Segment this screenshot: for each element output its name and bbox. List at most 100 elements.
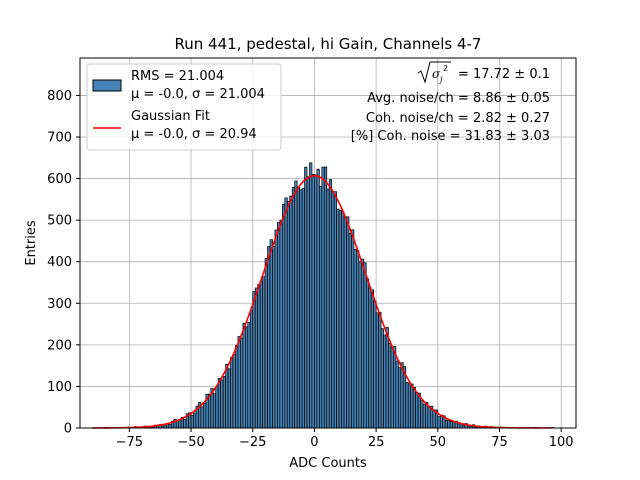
histogram-bar	[207, 393, 212, 429]
histogram-bar	[437, 416, 441, 429]
histogram-bar	[365, 278, 370, 429]
histogram-bar	[262, 276, 266, 429]
histogram-bar	[321, 166, 325, 429]
histogram-bar	[323, 166, 328, 429]
histogram-bar	[168, 424, 172, 429]
histogram-bar	[220, 379, 224, 429]
histogram-bar	[235, 345, 239, 429]
histogram-bar	[336, 208, 340, 429]
histogram-bar	[407, 383, 412, 429]
histogram-bar	[230, 357, 234, 429]
histogram-bar	[301, 188, 305, 429]
histogram-bar	[304, 166, 308, 429]
legend-histogram-label: RMS = 21.004	[131, 69, 224, 84]
histogram-bar	[373, 300, 377, 429]
histogram-bar	[326, 188, 330, 429]
histogram-bar	[375, 312, 379, 429]
histogram-bar	[390, 347, 394, 429]
legend-fit-sublabel: μ = -0.0, σ = 20.94	[131, 127, 257, 142]
svg-text:j: j	[438, 75, 443, 84]
histogram-bar	[338, 209, 342, 429]
histogram-bar	[286, 201, 291, 429]
histogram-bar	[242, 322, 246, 429]
histogram-bar	[259, 280, 263, 429]
histogram-bar	[272, 245, 276, 429]
histogram-bar	[267, 246, 271, 429]
y-tick-label: 600	[47, 172, 72, 187]
histogram-bar	[294, 180, 298, 429]
histogram-bar	[279, 219, 283, 429]
histogram-bar	[346, 216, 350, 429]
y-tick-label: 800	[47, 89, 72, 104]
histogram-bar	[249, 310, 254, 429]
histogram-bar	[212, 393, 217, 429]
y-tick-label: 300	[47, 297, 72, 312]
histogram-bar	[405, 381, 409, 429]
legend-histogram-swatch	[92, 79, 122, 92]
histogram-bar	[254, 287, 259, 429]
histogram-bar	[193, 412, 197, 429]
y-tick-label: 500	[47, 214, 72, 229]
histogram-bar	[422, 403, 426, 429]
histogram-bar	[388, 342, 392, 429]
y-tick-label: 100	[47, 380, 72, 395]
histogram-bar	[314, 174, 318, 429]
noise-annotations: σ j 2 = 17.72 ± 0.1 Avg. noise/ch = 8.86…	[351, 61, 550, 144]
histogram-bar	[444, 419, 449, 429]
histogram-bar	[417, 392, 421, 429]
histogram-bar	[447, 420, 451, 429]
histogram-bar	[368, 287, 372, 429]
annotation-coh-noise: Coh. noise/ch = 2.82 ± 0.27	[366, 111, 550, 126]
histogram-bar	[331, 191, 335, 429]
y-ticks: 0 100 200 300 400 500 600 700 800	[47, 89, 80, 437]
x-tick-label: −25	[239, 435, 266, 450]
histogram-bar	[397, 367, 402, 429]
x-tick-label: 75	[491, 435, 508, 450]
histogram-bar	[240, 337, 244, 429]
histogram-bar	[299, 189, 303, 429]
histogram-bar	[247, 321, 251, 429]
histogram-bar	[452, 421, 456, 429]
sqrt-sigma-j-squared-icon: σ j 2	[417, 61, 451, 84]
legend-fit-label: Gaussian Fit	[131, 109, 210, 124]
histogram-bar	[190, 414, 194, 429]
chart-title: Run 441, pedestal, hi Gain, Channels 4-7	[175, 35, 482, 53]
histogram-bar	[227, 368, 231, 429]
x-tick-label: 100	[549, 435, 574, 450]
histogram-bar	[306, 176, 310, 429]
histogram-bar	[289, 195, 293, 429]
histogram-bar	[410, 383, 414, 429]
histogram-bar	[412, 387, 416, 429]
histogram-bar	[284, 197, 288, 429]
x-axis-label: ADC Counts	[289, 456, 367, 471]
histogram-bar	[274, 229, 278, 429]
histogram-bar	[333, 191, 337, 429]
histogram-bar	[370, 289, 375, 429]
histogram-bar	[319, 185, 323, 429]
histogram-bar	[328, 179, 333, 429]
x-tick-label: 50	[430, 435, 447, 450]
annotation-coh-noise-percent: [%] Coh. noise = 31.83 ± 3.03	[351, 129, 550, 144]
histogram-bar	[360, 258, 365, 429]
histogram-bar	[363, 262, 367, 429]
histogram-bar	[237, 336, 241, 429]
histogram-bar	[316, 168, 320, 429]
gaussian-fit-layer	[92, 174, 552, 429]
histogram-bar	[264, 258, 268, 429]
histogram-bar	[400, 362, 404, 429]
histogram-bar	[215, 386, 219, 429]
histogram-bar	[200, 406, 204, 429]
histogram-bar	[244, 326, 249, 429]
x-tick-label: −50	[177, 435, 204, 450]
histogram-bar	[296, 186, 300, 429]
svg-text:σ: σ	[432, 67, 441, 81]
histogram-bar	[217, 378, 222, 429]
x-tick-label: 0	[310, 435, 318, 450]
histogram-bar	[378, 311, 382, 429]
histogram-bar	[166, 423, 170, 429]
histogram-bar	[427, 406, 431, 429]
x-tick-label: −75	[116, 435, 143, 450]
histogram-bar	[393, 346, 397, 429]
x-ticks: −75 −50 −25 0 25 50 75 100	[116, 428, 574, 450]
